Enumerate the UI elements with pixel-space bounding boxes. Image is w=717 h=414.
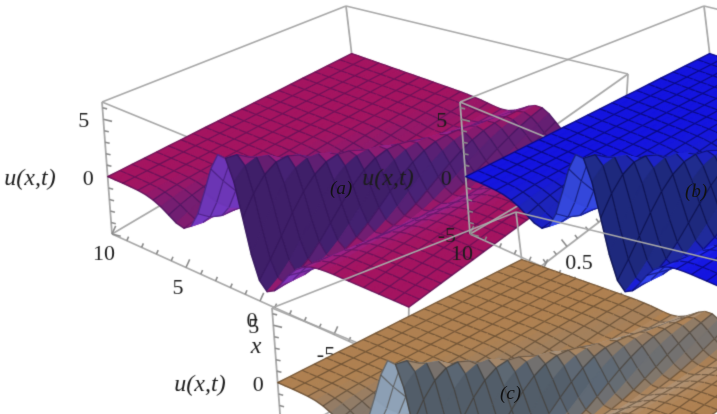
panel-label-a: (a) [330,178,353,199]
panel-label-c: (c) [500,383,522,404]
surface-plot-c [170,206,717,414]
panel-label-b: (b) [685,181,708,202]
